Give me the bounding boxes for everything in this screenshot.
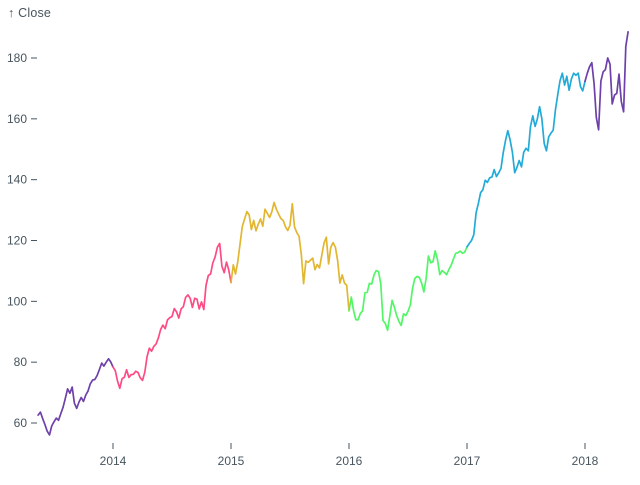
x-tick-label: 2018 [572,454,599,468]
y-tick-label: 120 [7,234,27,248]
y-tick-label: 140 [7,173,27,187]
y-tick-label: 160 [7,112,27,126]
close-line-segment-2016 [348,246,468,332]
close-line-segment-2015 [230,201,350,312]
x-tick-label: 2014 [100,454,127,468]
close-line-segment-2018 [584,30,629,131]
y-tick-label: 180 [7,51,27,65]
close-line-segment-2013 [37,357,114,436]
y-tick-label: 100 [7,294,27,308]
y-tick-label: 80 [14,355,28,369]
close-line-segment-2017 [466,72,586,248]
close-line-segment-2014 [112,242,232,390]
y-axis-title: ↑ Close [8,6,52,20]
y-tick-label: 60 [14,416,28,430]
x-tick-label: 2017 [454,454,481,468]
x-tick-label: 2015 [218,454,245,468]
x-tick-label: 2016 [336,454,363,468]
